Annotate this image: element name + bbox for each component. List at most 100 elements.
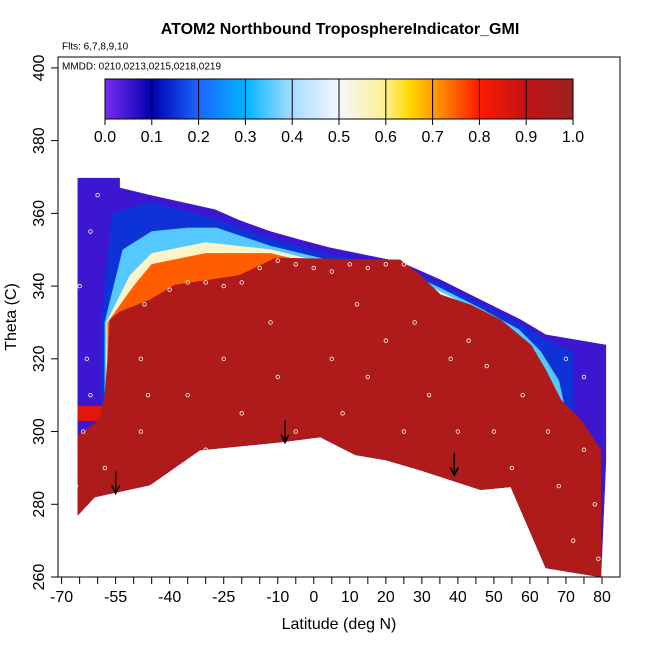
chart-title: ATOM2 Northbound TroposphereIndicator_GM… [161,21,520,38]
y-tick-label: 300 [31,418,48,445]
colorbar-tick-label: 0.0 [94,129,116,146]
plot-frame [57,56,621,578]
contour-region [77,257,602,577]
flight-point [401,429,407,434]
colorbar-tick-label: 0.2 [187,129,209,146]
x-tick-label: -70 [50,589,73,606]
y-tick-label: 340 [31,273,48,300]
flight-point [73,483,79,489]
arrow [449,453,459,478]
flight-point [239,280,244,285]
flight-point [275,374,280,380]
flight-point [77,283,82,289]
flight-point [239,411,244,416]
flight-point [221,356,226,362]
x-axis-label: Latitude (deg N) [282,616,397,633]
flight-point [340,411,345,416]
flight-point [401,262,407,267]
y-tick-label: 360 [31,200,48,227]
flight-point [142,302,147,307]
x-tick-label: 20 [377,589,395,606]
flight-point [293,429,298,434]
x-tick-label: 30 [413,589,431,606]
colorbar-tick-label: 0.9 [515,129,537,146]
flight-point [203,280,208,285]
flight-point [329,269,334,274]
flight-point [311,265,316,271]
x-tick-label: -25 [212,589,235,606]
y-tick-label: 400 [31,54,48,81]
flight-point [203,447,208,452]
x-tick-label: 40 [449,589,467,606]
flight-point [563,356,569,362]
flight-point [95,192,100,198]
colorbar-tick-label: 0.4 [281,129,303,146]
annotation: MMDD: 0210,0213,0215,0218,0219 [62,62,221,73]
flight-point [347,262,353,267]
flight-point [509,465,515,471]
flight-point [293,262,298,267]
flight-point [484,363,489,369]
flight-point [275,258,280,263]
arrow [110,471,121,496]
colorbar-tick-label: 0.5 [328,129,350,146]
flight-point [365,265,371,271]
flight-point [466,338,471,343]
flight-point [383,338,389,343]
flight-point [81,429,86,434]
x-tick-label: -55 [104,589,127,606]
flight-point [426,392,432,398]
flight-point [268,320,273,325]
flight-point [145,392,151,398]
flight-point [592,502,597,507]
flight-point [185,280,190,285]
y-tick-label: 320 [31,345,48,372]
x-tick-label: -40 [158,589,181,606]
x-tick-label: 50 [485,589,503,606]
flight-point [556,483,561,489]
flight-point [581,447,587,452]
flight-point [102,465,108,471]
flight-point [84,356,90,362]
flight-point [329,356,334,362]
x-tick-label: 80 [593,589,611,606]
flight-point [412,320,417,325]
colorbar-tick-label: 0.1 [141,129,163,146]
flight-point [88,229,93,234]
flight-point [455,429,461,434]
plot-area [73,177,607,577]
x-tick-label: 60 [521,589,539,606]
flight-point [520,392,525,398]
x-tick-label: 0 [309,589,318,606]
flight-point [448,356,453,362]
flight-point [545,429,551,434]
flight-point [570,538,576,543]
flight-point [167,287,172,292]
flight-point [138,429,144,434]
flight-point [88,392,93,398]
flight-point [596,556,601,562]
y-tick-label: 260 [31,564,48,591]
colorbar-tick-label: 0.7 [421,129,443,146]
colorbar-tick-label: 0.3 [234,129,256,146]
x-tick-label: 10 [341,589,359,606]
colorbar-tick-label: 1.0 [562,129,584,146]
arrow [280,420,290,445]
flight-point [185,392,190,398]
subtitle: Flts: 6,7,8,9,10 [62,42,129,53]
y-axis-label: Theta (C) [3,283,20,351]
y-tick-label: 280 [31,491,48,518]
x-tick-label: 70 [557,589,575,606]
flight-point [221,283,226,289]
colorbar-tick-label: 0.8 [468,129,490,146]
flight-point [138,356,144,362]
y-tick-label: 380 [31,127,48,154]
flight-point [257,265,262,271]
x-tick-label: -10 [266,589,289,606]
flight-point [581,374,587,380]
colorbar-tick-label: 0.6 [375,129,397,146]
flight-point [383,262,389,267]
flight-point [354,302,360,307]
flight-point [491,429,497,434]
